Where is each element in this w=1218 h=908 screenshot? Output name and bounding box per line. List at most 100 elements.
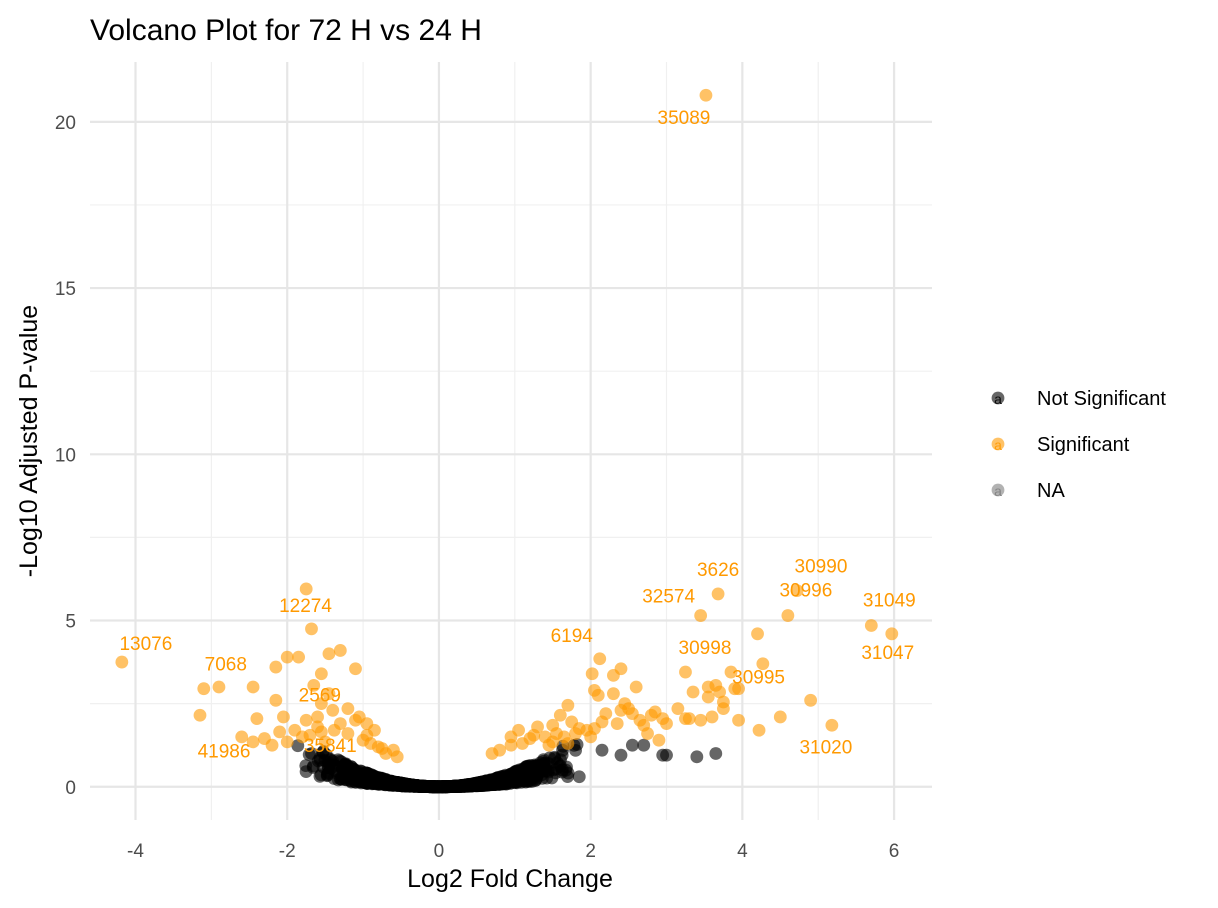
point-labels: 35089 13076 7068 12274 2569 41986 35841 3626 309…: [119, 108, 915, 762]
point-label: 6194: [551, 626, 594, 647]
point-not-significant: [442, 780, 456, 793]
legend-key-letter: a: [994, 437, 1002, 453]
point-label: 41986: [198, 741, 251, 762]
point-significant-labeled: [790, 584, 804, 598]
point-label: 12274: [279, 596, 332, 617]
point-significant: [311, 710, 324, 724]
point-significant: [246, 735, 260, 749]
point-significant-labeled: [711, 587, 725, 601]
point-significant-labeled: [327, 723, 341, 737]
x-tick-label: 2: [585, 841, 596, 862]
point-significant: [485, 747, 499, 760]
point-significant: [341, 727, 355, 740]
x-tick-label: -4: [127, 841, 144, 862]
point-label: 7068: [205, 655, 247, 676]
point-significant: [299, 713, 313, 727]
point-significant: [716, 702, 730, 716]
points-significant: [115, 88, 899, 764]
point-not-significant: [537, 757, 551, 771]
legend-key-letter: a: [994, 391, 1002, 407]
point-not-significant: [549, 766, 563, 780]
point-significant: [322, 687, 336, 701]
y-tick-label: 5: [65, 612, 76, 633]
legend-item: a Not Significant: [991, 388, 1166, 410]
point-significant: [629, 680, 643, 694]
point-significant: [751, 627, 764, 641]
point-significant-labeled: [864, 619, 878, 632]
point-significant: [610, 717, 624, 730]
point-significant: [314, 697, 328, 711]
point-significant: [314, 667, 328, 681]
point-not-significant: [614, 748, 628, 762]
legend-key: [991, 391, 1005, 405]
point-not-significant: [595, 743, 609, 757]
legend-key: [991, 483, 1005, 497]
point-not-significant: [625, 738, 639, 752]
point-significant: [561, 737, 575, 750]
point-significant-labeled: [781, 609, 795, 622]
point-not-significant: [327, 772, 341, 785]
point-significant: [705, 710, 719, 724]
point-significant: [614, 703, 628, 717]
point-significant: [273, 725, 287, 739]
point-not-significant: [316, 745, 330, 758]
point-significant: [265, 738, 279, 752]
point-label: 32574: [642, 587, 695, 608]
point-significant: [280, 650, 294, 664]
point-significant: [250, 712, 264, 726]
point-significant: [652, 733, 666, 747]
point-not-significant: [513, 769, 527, 783]
point-significant: [679, 665, 692, 679]
point-significant: [212, 680, 226, 694]
legend-key: [991, 437, 1005, 451]
point-significant: [277, 710, 290, 724]
point-significant-labeled: [724, 665, 738, 679]
x-tick-labels: -4 -2 0 2 4 6: [127, 841, 899, 862]
point-significant: [326, 703, 340, 717]
point-significant: [318, 735, 332, 749]
point-significant: [314, 725, 328, 739]
legend: a Not Significant a Significant a NA: [991, 388, 1166, 502]
chart-title: Volcano Plot for 72 H vs 24 H: [90, 14, 482, 47]
point-label: 31049: [863, 591, 916, 612]
point-significant: [686, 685, 700, 699]
point-significant: [246, 680, 260, 694]
point-significant: [280, 735, 294, 749]
legend-item: a Significant: [991, 434, 1130, 456]
point-significant: [694, 713, 708, 727]
point-significant-labeled: [197, 682, 211, 696]
point-significant-labeled: [115, 655, 129, 669]
point-significant: [585, 667, 599, 681]
x-tick-label: 6: [889, 841, 900, 862]
point-significant: [375, 742, 389, 755]
point-not-significant: [690, 750, 704, 764]
point-significant-labeled: [593, 652, 607, 666]
point-significant: [804, 693, 818, 707]
point-significant-labeled: [885, 627, 899, 641]
point-not-significant: [660, 748, 673, 762]
point-significant: [523, 732, 537, 745]
point-significant-labeled: [732, 682, 745, 696]
y-tick-label: 10: [55, 445, 76, 466]
y-tick-label: 20: [55, 113, 76, 134]
point-significant: [752, 723, 766, 737]
point-not-significant: [637, 738, 651, 752]
point-significant: [660, 717, 673, 730]
point-significant: [504, 738, 518, 752]
y-tick-label: 0: [65, 778, 76, 799]
legend-label: Significant: [1037, 434, 1130, 456]
point-not-significant: [400, 778, 413, 792]
grid-major: [90, 62, 932, 820]
point-not-significant: [555, 748, 569, 762]
point-significant: [701, 690, 715, 704]
point-significant: [682, 712, 696, 726]
point-significant: [756, 657, 770, 671]
point-not-significant: [305, 747, 318, 760]
point-significant: [607, 687, 620, 701]
point-significant: [292, 650, 306, 664]
point-significant: [671, 702, 685, 716]
point-not-significant: [493, 773, 507, 787]
point-significant: [633, 713, 647, 727]
point-significant: [561, 698, 575, 712]
x-axis-title: Log2 Fold Change: [407, 865, 613, 893]
